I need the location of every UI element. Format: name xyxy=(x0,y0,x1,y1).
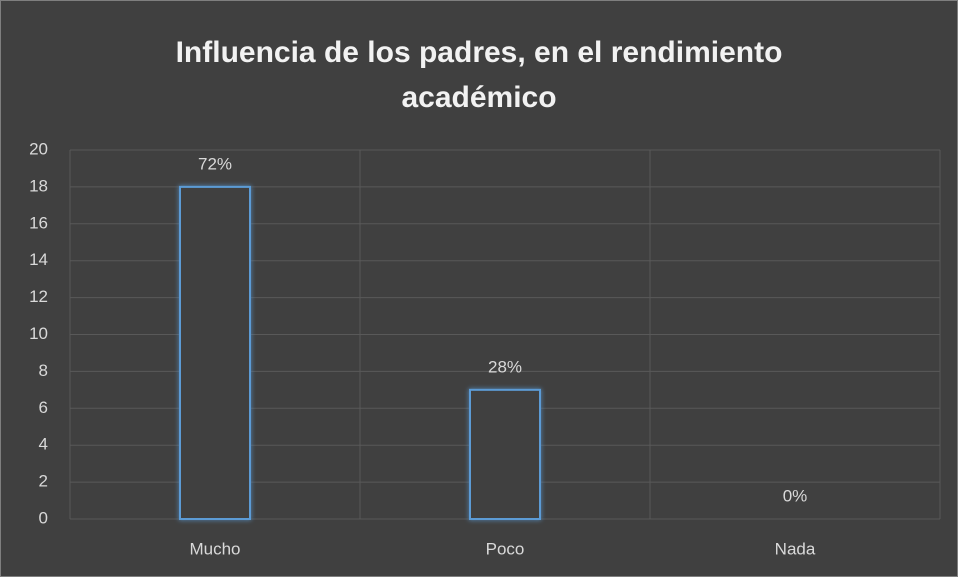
data-label: 72% xyxy=(198,154,232,173)
y-tick-label: 6 xyxy=(39,398,48,417)
chart-title: Influencia de los padres, en el rendimie… xyxy=(175,36,783,114)
data-label: 0% xyxy=(783,486,808,505)
y-tick-label: 16 xyxy=(29,213,48,232)
data-label: 28% xyxy=(488,357,522,376)
y-tick-label: 2 xyxy=(39,472,48,491)
x-tick-label: Nada xyxy=(775,539,816,558)
y-tick-label: 14 xyxy=(29,250,48,269)
y-tick-label: 8 xyxy=(39,361,48,380)
y-tick-label: 12 xyxy=(29,287,48,306)
y-tick-label: 18 xyxy=(29,176,48,195)
y-tick-label: 0 xyxy=(39,508,48,527)
y-tick-label: 10 xyxy=(29,324,48,343)
x-tick-label: Mucho xyxy=(189,539,240,558)
x-tick-label: Poco xyxy=(486,539,525,558)
y-tick-label: 20 xyxy=(29,139,48,158)
bar xyxy=(469,388,541,520)
bar xyxy=(179,185,251,520)
y-tick-label: 4 xyxy=(39,435,48,454)
